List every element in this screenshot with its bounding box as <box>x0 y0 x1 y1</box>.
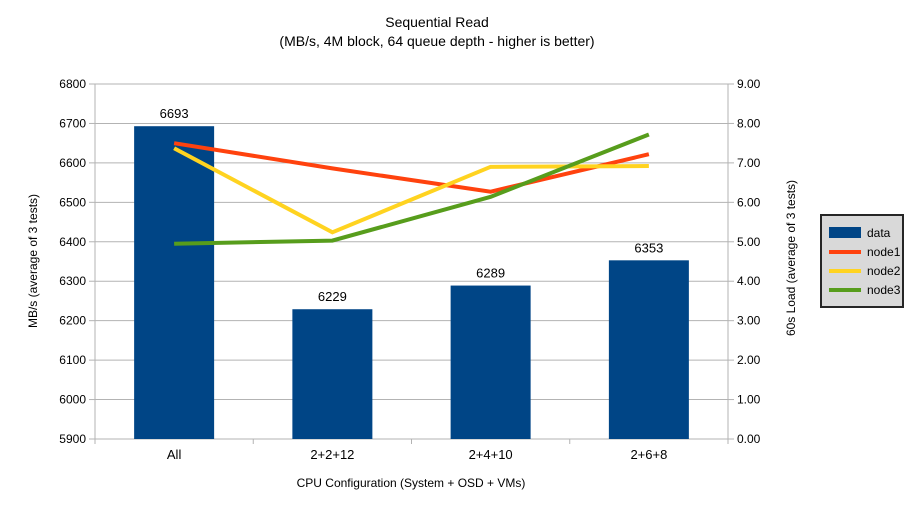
left-axis-tick-label: 6100 <box>59 353 86 367</box>
legend: data node1 node2 node3 <box>820 214 904 308</box>
bar-2+4+10 <box>450 285 531 439</box>
right-axis-tick-label: 6.00 <box>737 195 761 209</box>
legend-label-data: data <box>867 225 891 240</box>
right-axis-tick-label: 8.00 <box>737 116 761 130</box>
left-axis-tick-label: 6400 <box>59 235 86 249</box>
node1-series-swatch <box>829 249 861 254</box>
x-axis-category-label: 2+4+10 <box>469 447 513 462</box>
bar-value-label: 6229 <box>318 289 347 304</box>
x-axis-category-label: 2+2+12 <box>310 447 354 462</box>
left-axis-tick-label: 6500 <box>59 195 86 209</box>
right-axis-tick-label: 7.00 <box>737 156 761 170</box>
x-axis-title: CPU Configuration (System + OSD + VMs) <box>296 476 526 490</box>
legend-item-node2: node2 <box>829 262 900 279</box>
right-axis-tick-label: 5.00 <box>737 235 761 249</box>
right-axis-tick-label: 0.00 <box>737 432 761 446</box>
right-axis-title: 60s Load (average of 3 tests) <box>784 179 798 337</box>
legend-item-node1: node1 <box>829 243 900 260</box>
left-axis-tick-label: 6800 <box>59 77 86 91</box>
bar-2+6+8 <box>608 260 689 439</box>
legend-item-data: data <box>829 224 896 241</box>
right-axis-tick-label: 3.00 <box>737 314 761 328</box>
line-node3 <box>174 132 650 246</box>
left-axis-tick-label: 6200 <box>59 314 86 328</box>
bar-2+2+12 <box>292 309 373 439</box>
legend-label-node3: node3 <box>867 282 901 297</box>
left-axis-tick-label: 6600 <box>59 156 86 170</box>
legend-item-node3: node3 <box>829 281 900 298</box>
left-axis-tick-label: 6300 <box>59 274 86 288</box>
chart-title: Sequential Read <box>385 14 489 30</box>
x-axis-category-label: 2+6+8 <box>630 447 667 462</box>
x-axis-category-label: All <box>167 447 182 462</box>
left-axis-tick-label: 6700 <box>59 116 86 130</box>
chart-subtitle: (MB/s, 4M block, 64 queue depth - higher… <box>279 33 595 49</box>
left-axis-tick-label: 5900 <box>59 432 86 446</box>
bar-value-label: 6289 <box>476 266 505 281</box>
legend-label-node2: node2 <box>867 263 901 278</box>
node3-series-swatch <box>829 287 861 292</box>
right-axis-tick-label: 4.00 <box>737 274 761 288</box>
bar-value-label: 6353 <box>634 240 663 255</box>
left-axis-tick-label: 6000 <box>59 393 86 407</box>
right-axis-tick-label: 9.00 <box>737 77 761 91</box>
bar-value-label: 6693 <box>160 106 189 121</box>
right-axis-tick-label: 2.00 <box>737 353 761 367</box>
bar-All <box>134 126 215 439</box>
line-node1 <box>173 141 650 194</box>
node2-series-swatch <box>829 268 861 273</box>
legend-label-node1: node1 <box>867 244 901 259</box>
right-axis-tick-label: 1.00 <box>737 393 761 407</box>
left-axis-title: MB/s (average of 3 tests) <box>26 193 40 329</box>
data-series-swatch <box>829 227 861 238</box>
